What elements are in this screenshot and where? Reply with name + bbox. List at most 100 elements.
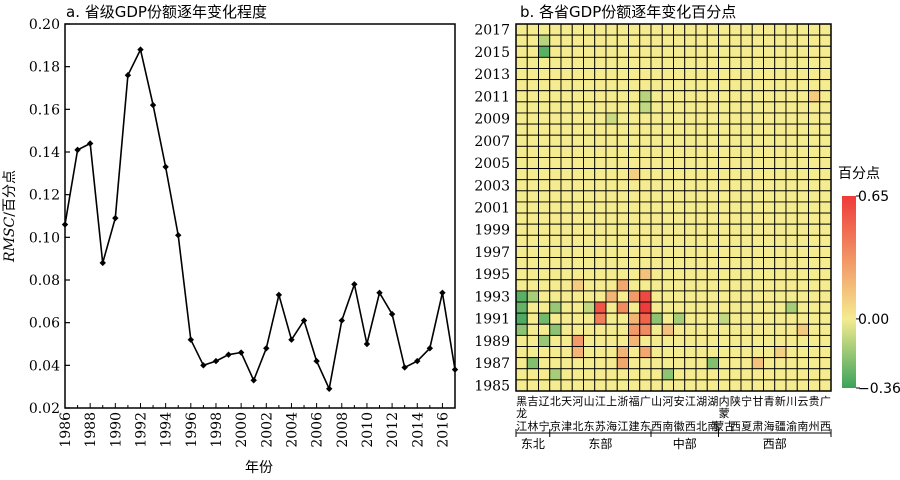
heatmap-cell	[526, 323, 539, 336]
heatmap-cell	[673, 212, 686, 225]
heatmap-cell	[605, 323, 618, 336]
province-label: 安	[674, 394, 685, 408]
heatmap-cell	[673, 145, 686, 158]
heatmap-cell	[661, 346, 674, 359]
heatmap-cell	[763, 179, 776, 192]
heatmap-cell	[639, 379, 652, 392]
heatmap-cell	[808, 56, 821, 69]
heatmap-cell	[594, 56, 607, 69]
heatmap-cell	[616, 334, 629, 347]
heatmap-cell	[819, 357, 832, 370]
heatmap-cell	[515, 323, 528, 336]
heatmap-cell	[774, 301, 787, 314]
heatmap-cell	[594, 368, 607, 381]
panel-b-y-tick-label: 1995	[474, 267, 510, 283]
heatmap-cell	[526, 379, 539, 392]
heatmap-cell	[583, 79, 596, 92]
heatmap-cell	[684, 212, 697, 225]
heatmap-cell	[616, 134, 629, 147]
legend-tick-label: 0.65	[858, 189, 889, 205]
heatmap-cell	[583, 268, 596, 281]
heatmap-cell	[774, 346, 787, 359]
heatmap-cell	[808, 68, 821, 81]
heatmap-cell	[808, 123, 821, 136]
heatmap-cell	[538, 23, 551, 36]
province-label-line2: 林	[527, 419, 538, 433]
heatmap-cell	[785, 156, 798, 170]
heatmap-cell	[819, 156, 832, 170]
heatmap-cell	[560, 90, 573, 103]
heatmap-cell	[515, 212, 528, 225]
heatmap-cell	[751, 323, 764, 336]
heatmap-cell	[526, 346, 539, 359]
panel-a-data-point	[99, 259, 106, 267]
heatmap-cell	[740, 357, 753, 370]
heatmap-cell	[763, 368, 776, 381]
heatmap-cell	[605, 68, 618, 81]
heatmap-cell	[616, 79, 629, 92]
heatmap-cell	[718, 323, 731, 336]
heatmap-cell	[740, 179, 753, 192]
heatmap-cell	[583, 56, 596, 69]
heatmap-cell	[639, 112, 652, 125]
heatmap-cell	[526, 279, 539, 292]
heatmap-cell	[718, 368, 731, 381]
panel-b-y-tick-label: 2009	[474, 112, 510, 128]
heatmap-cell	[729, 34, 742, 47]
heatmap-cell	[605, 212, 618, 225]
heatmap-cell	[751, 123, 764, 136]
heatmap-cell	[628, 90, 641, 103]
province-label: 宁	[741, 394, 752, 408]
heatmap-cell	[560, 112, 573, 125]
heatmap-cell	[538, 301, 551, 314]
heatmap-cell	[684, 168, 697, 181]
heatmap-cell	[796, 23, 809, 36]
heatmap-cell	[616, 101, 629, 114]
heatmap-cell	[650, 79, 663, 92]
heatmap-cell	[718, 301, 731, 314]
heatmap-cell	[729, 90, 742, 103]
heatmap-cell	[763, 23, 776, 36]
panel-a-x-tick-label: 2000	[234, 412, 250, 448]
heatmap-cell	[594, 357, 607, 370]
heatmap-cell	[785, 112, 798, 125]
heatmap-cell	[549, 101, 562, 114]
heatmap-cell	[538, 323, 551, 336]
heatmap-cell	[751, 245, 764, 258]
heatmap-cell	[684, 279, 697, 292]
heatmap-cell	[515, 112, 528, 125]
heatmap-cell	[661, 190, 674, 203]
heatmap-cell	[583, 234, 596, 247]
heatmap-cell	[796, 101, 809, 114]
panel-b-y-tick-label: 1987	[474, 356, 510, 372]
heatmap-cell	[796, 123, 809, 136]
heatmap-cell	[729, 112, 742, 125]
heatmap-cell	[605, 223, 618, 236]
heatmap-cell	[706, 257, 719, 270]
heatmap-cell	[796, 145, 809, 158]
heatmap-cell	[808, 201, 821, 214]
heatmap-cell	[751, 56, 764, 69]
heatmap-cell	[650, 45, 663, 58]
heatmap-cell	[785, 201, 798, 214]
heatmap-cell	[808, 156, 821, 170]
heatmap-cell	[763, 101, 776, 114]
heatmap-cell	[751, 279, 764, 292]
heatmap-cell	[785, 334, 798, 347]
heatmap-cell	[808, 112, 821, 125]
heatmap-cell	[594, 145, 607, 158]
province-label-line2: 海	[606, 419, 617, 433]
province-label: 辽	[539, 395, 550, 408]
province-label: 江	[685, 395, 696, 408]
heatmap-cell	[751, 346, 764, 359]
panel-a-plot-frame	[64, 23, 456, 409]
heatmap-cell	[785, 301, 798, 314]
heatmap-cell	[673, 323, 686, 336]
heatmap-cell	[751, 179, 764, 192]
province-label-line2: 南	[797, 420, 808, 433]
heatmap-cell	[583, 68, 596, 81]
heatmap-cell	[639, 56, 652, 69]
heatmap-cell	[729, 56, 742, 69]
province-label: 贵	[809, 395, 820, 408]
heatmap-cell	[785, 79, 798, 92]
